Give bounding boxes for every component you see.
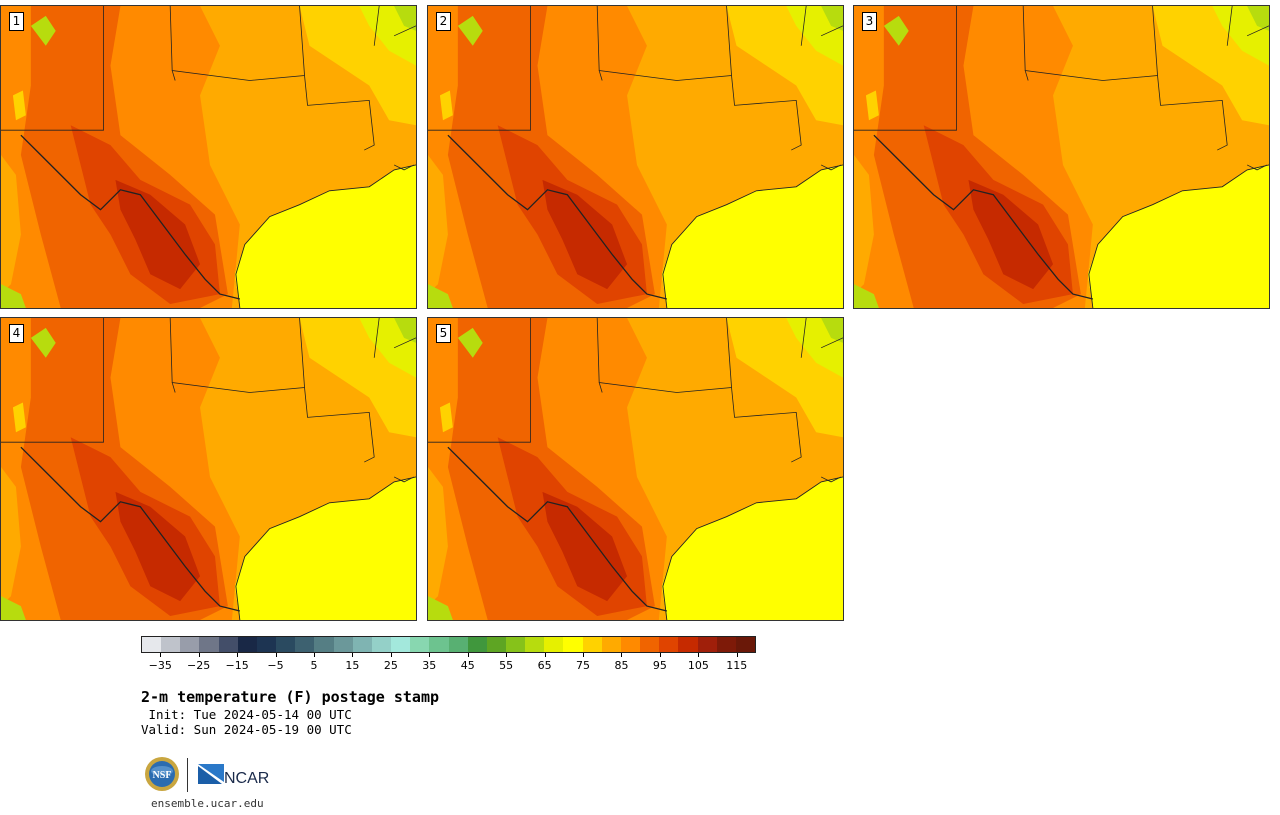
colorbar-swatch xyxy=(448,637,468,652)
temperature-colorbar xyxy=(141,636,756,653)
temperature-map-5 xyxy=(428,318,843,620)
colorbar-tick-label: 25 xyxy=(383,659,398,672)
colorbar-swatch xyxy=(180,637,200,652)
colorbar-swatch xyxy=(544,637,564,652)
colorbar-swatch xyxy=(161,637,181,652)
colorbar-swatch xyxy=(582,637,602,652)
colorbar-tick-mark xyxy=(313,653,315,657)
colorbar-tick-mark xyxy=(467,653,469,657)
temperature-map-2 xyxy=(428,6,843,308)
colorbar-swatch xyxy=(505,637,526,652)
colorbar-swatch xyxy=(563,637,583,652)
temperature-map-3 xyxy=(854,6,1269,308)
colorbar-tick-label: 15 xyxy=(345,659,360,672)
map-panel-1: 1 xyxy=(0,5,417,309)
colorbar-swatch xyxy=(601,637,621,652)
map-panel-3: 3 xyxy=(853,5,1270,309)
colorbar-tick-mark xyxy=(544,653,546,657)
colorbar-swatch xyxy=(371,637,392,652)
colorbar-tick-label: −5 xyxy=(267,659,284,672)
figure-title: 2-m temperature (F) postage stamp xyxy=(141,688,440,706)
colorbar-tick-mark xyxy=(198,653,200,657)
colorbar-swatch xyxy=(333,637,353,652)
colorbar-swatch xyxy=(678,637,698,652)
colorbar-swatch xyxy=(620,637,641,652)
logo-area: NSF NCAR xyxy=(144,756,284,794)
map-panel-4: 4 xyxy=(0,317,417,621)
colorbar-tick-label: 5 xyxy=(310,659,318,672)
colorbar-swatch xyxy=(295,637,315,652)
colorbar-swatch xyxy=(640,637,660,652)
panel-label-4: 4 xyxy=(9,324,24,343)
colorbar-swatch xyxy=(410,637,430,652)
map-panel-5: 5 xyxy=(427,317,844,621)
colorbar-swatch xyxy=(276,637,296,652)
colorbar-swatch xyxy=(142,637,162,652)
panel-label-5: 5 xyxy=(436,324,451,343)
colorbar-tick-label: −15 xyxy=(225,659,249,672)
colorbar-tick-label: 55 xyxy=(499,659,514,672)
panel-label-1: 1 xyxy=(9,12,24,31)
colorbar-swatch xyxy=(314,637,334,652)
nsf-logo-text: NSF xyxy=(153,770,172,781)
ncar-logo-text: NCAR xyxy=(224,770,269,787)
colorbar-ticks: −35 −25 −15 −5 5 15 25 35 45 55 65 75 85 95 105 115 xyxy=(141,653,756,673)
panel-label-2: 2 xyxy=(436,12,451,31)
colorbar-tick-label: 85 xyxy=(614,659,629,672)
footer-url[interactable]: ensemble.ucar.edu xyxy=(151,797,264,810)
colorbar-swatch xyxy=(256,637,277,652)
valid-time: Valid: Sun 2024-05-19 00 UTC xyxy=(141,722,352,737)
colorbar-tick-mark xyxy=(429,653,431,657)
colorbar-swatch xyxy=(525,637,545,652)
colorbar-swatch xyxy=(352,637,372,652)
colorbar-tick-label: 75 xyxy=(576,659,591,672)
colorbar-swatch xyxy=(697,637,717,652)
colorbar-swatch xyxy=(237,637,257,652)
colorbar-tick-mark xyxy=(390,653,392,657)
colorbar-tick-mark xyxy=(506,653,508,657)
panel-label-3: 3 xyxy=(862,12,877,31)
colorbar-tick-mark xyxy=(583,653,585,657)
colorbar-tick-label: −35 xyxy=(148,659,172,672)
colorbar-tick-label: 35 xyxy=(422,659,437,672)
init-time: Init: Tue 2024-05-14 00 UTC xyxy=(141,707,352,722)
colorbar-swatch xyxy=(716,637,736,652)
colorbar-tick-mark xyxy=(659,653,661,657)
logo-divider xyxy=(187,758,188,792)
colorbar-swatch xyxy=(391,637,411,652)
colorbar-swatch xyxy=(486,637,506,652)
colorbar-tick-label: 115 xyxy=(726,659,748,672)
colorbar-tick-mark xyxy=(736,653,738,657)
nsf-logo: NSF xyxy=(145,757,179,791)
ncar-logo: NCAR xyxy=(198,764,269,787)
temperature-map-4 xyxy=(1,318,416,620)
colorbar-tick-label: 45 xyxy=(460,659,475,672)
map-panel-2: 2 xyxy=(427,5,844,309)
colorbar-tick-label: 105 xyxy=(687,659,709,672)
colorbar-tick-label: 65 xyxy=(537,659,552,672)
colorbar-tick-label: −25 xyxy=(187,659,211,672)
temperature-map-1 xyxy=(1,6,416,308)
colorbar-swatch xyxy=(735,637,755,652)
colorbar-tick-mark xyxy=(160,653,162,657)
colorbar-tick-mark xyxy=(698,653,700,657)
colorbar-swatch xyxy=(218,637,238,652)
colorbar-tick-mark xyxy=(237,653,239,657)
colorbar-swatch xyxy=(659,637,679,652)
colorbar-tick-mark xyxy=(275,653,277,657)
colorbar-tick-label: 95 xyxy=(652,659,667,672)
colorbar-swatch xyxy=(199,637,219,652)
colorbar-swatch xyxy=(467,637,487,652)
colorbar-tick-mark xyxy=(621,653,623,657)
colorbar-swatch xyxy=(429,637,449,652)
colorbar-tick-mark xyxy=(352,653,354,657)
